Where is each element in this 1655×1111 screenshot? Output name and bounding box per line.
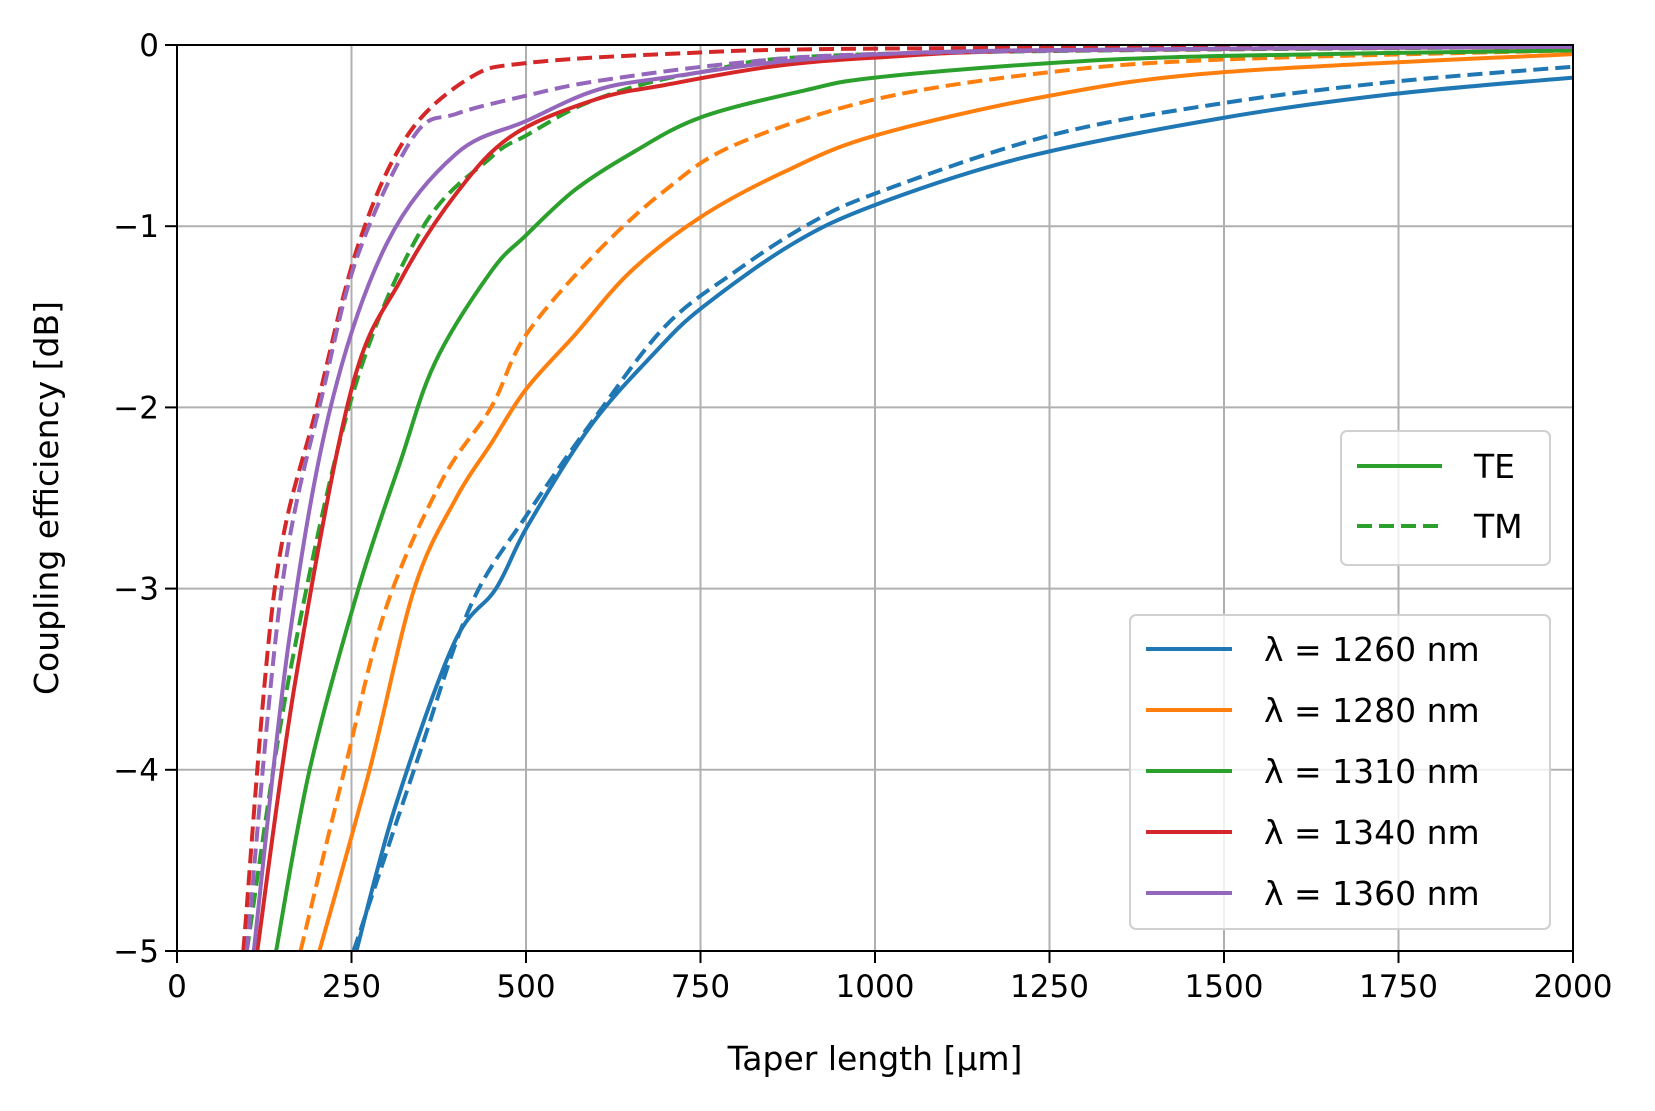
series-line-1260nm-TM (351, 64, 1573, 951)
series-line-1340nm-TM (241, 45, 1573, 951)
x-tick-label: 250 (322, 969, 381, 1005)
x-tick-label: 1500 (1185, 969, 1264, 1005)
legend-label: λ = 1260 nm (1264, 630, 1480, 669)
legend-box (1129, 614, 1551, 930)
x-tick-label: 1750 (1359, 969, 1438, 1005)
y-tick-label: 0 (139, 28, 159, 64)
series-line-1360nm-TM (244, 45, 1573, 951)
x-tick-label: 1000 (836, 969, 915, 1005)
axis-ticks: 0 250 500 750 1000 1250 1500 1750 2000 0 −1 −2 −3 −4 −… (113, 28, 1612, 1005)
y-axis-label: Coupling efficiency [dB] (27, 301, 66, 695)
series-line-1310nm-TE (274, 48, 1573, 951)
y-tick-label: −3 (113, 572, 159, 608)
legend-label: TM (1473, 507, 1523, 546)
x-axis-label: Taper length [μm] (727, 1039, 1023, 1078)
legend-label: λ = 1360 nm (1264, 874, 1480, 913)
legend-label: λ = 1310 nm (1264, 752, 1480, 791)
x-tick-label: 750 (671, 969, 730, 1005)
series-lines (241, 45, 1573, 951)
y-tick-label: −1 (113, 209, 159, 245)
legend-mode: TE TM (1340, 430, 1551, 566)
x-tick-label: 500 (496, 969, 555, 1005)
legend-wavelength: λ = 1260 nm λ = 1280 nm λ = 1310 nm λ = 134… (1129, 614, 1551, 930)
y-tick-label: −2 (113, 390, 159, 426)
legend-label: TE (1473, 447, 1515, 486)
y-tick-label: −4 (113, 753, 159, 789)
series-line-1280nm-TM (298, 48, 1573, 951)
x-tick-label: 2000 (1534, 969, 1613, 1005)
series-line-1280nm-TE (317, 52, 1573, 951)
y-tick-label: −5 (113, 934, 159, 970)
legend-label: λ = 1280 nm (1264, 691, 1480, 730)
legend-label: λ = 1340 nm (1264, 813, 1480, 852)
x-tick-label: 1250 (1010, 969, 1089, 1005)
x-tick-label: 0 (167, 969, 187, 1005)
